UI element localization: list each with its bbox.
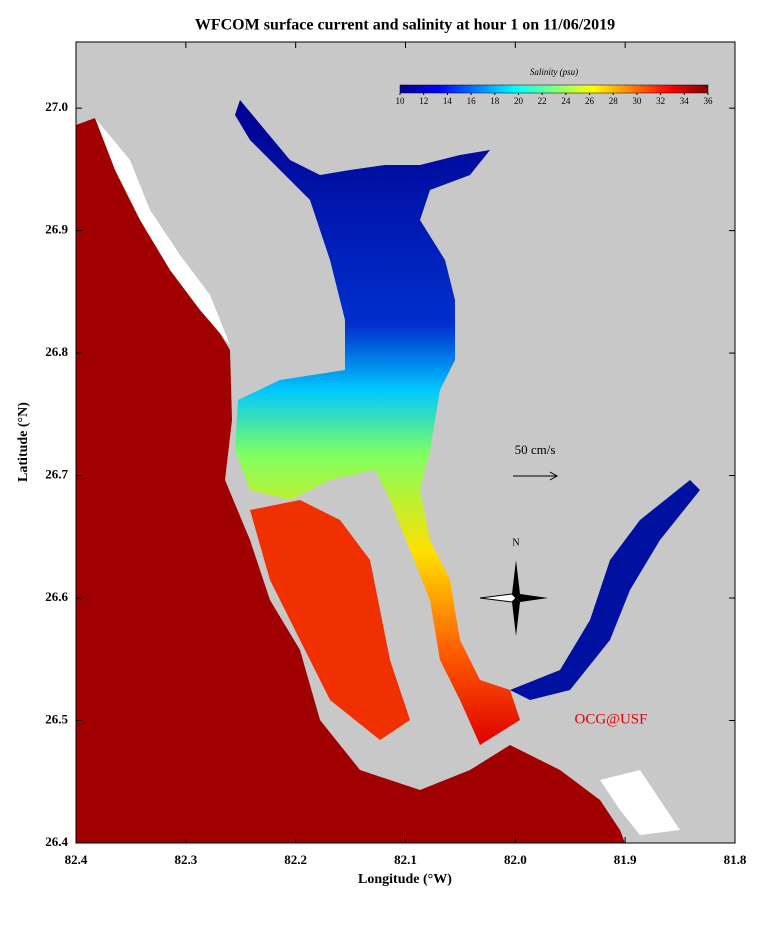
- bay-water: [235, 100, 520, 745]
- colorbar-tick-label: 14: [443, 96, 453, 106]
- barrier-island: [95, 118, 230, 345]
- colorbar-tick-label: 10: [396, 96, 406, 106]
- y-axis-label: Latitude (°N): [16, 402, 31, 482]
- x-axis-label: Longitude (°W): [358, 872, 452, 887]
- x-tick-label: 82.4: [65, 852, 88, 867]
- x-tick-label: 82.1: [394, 852, 417, 867]
- scale-label: 50 cm/s: [515, 442, 556, 457]
- colorbar-label: Salinity (psu): [530, 67, 578, 77]
- colorbar-tick-label: 32: [656, 96, 665, 106]
- credit: OCG@USF: [574, 711, 647, 727]
- colorbar-tick-label: 26: [585, 96, 595, 106]
- y-tick-label: 26.8: [45, 344, 68, 359]
- colorbar-tick-label: 28: [609, 96, 619, 106]
- y-tick-label: 26.7: [45, 467, 68, 482]
- colorbar-tick-label: 16: [467, 96, 477, 106]
- north-label: N: [512, 537, 519, 548]
- colorbar-tick-label: 12: [419, 96, 428, 106]
- x-tick-label: 82.2: [284, 852, 307, 867]
- x-tick-label: 81.8: [724, 852, 747, 867]
- sound-water: [250, 500, 410, 740]
- scale-arrow-head: [549, 471, 559, 481]
- colorbar-tick-label: 24: [561, 96, 571, 106]
- colorbar-tick-label: 22: [538, 96, 547, 106]
- title: WFCOM surface current and salinity at ho…: [195, 17, 615, 34]
- x-tick-label: 81.9: [614, 852, 637, 867]
- y-tick-label: 26.4: [45, 834, 68, 849]
- y-tick-label: 26.5: [45, 712, 68, 727]
- colorbar-tick-label: 34: [680, 96, 690, 106]
- colorbar-tick-label: 36: [704, 96, 714, 106]
- y-tick-label: 26.9: [45, 222, 68, 237]
- y-tick-label: 27.0: [45, 99, 68, 114]
- colorbar: [399, 84, 709, 94]
- colorbar-tick-label: 18: [490, 96, 500, 106]
- compass: [479, 560, 548, 636]
- x-tick-label: 82.3: [174, 852, 197, 867]
- colorbar-tick-label: 20: [514, 96, 524, 106]
- y-tick-label: 26.6: [45, 589, 68, 604]
- island: [600, 770, 680, 835]
- x-tick-label: 82.0: [504, 852, 527, 867]
- river-water: [510, 480, 700, 700]
- gulf-water: [76, 118, 625, 843]
- colorbar-tick-label: 30: [632, 96, 642, 106]
